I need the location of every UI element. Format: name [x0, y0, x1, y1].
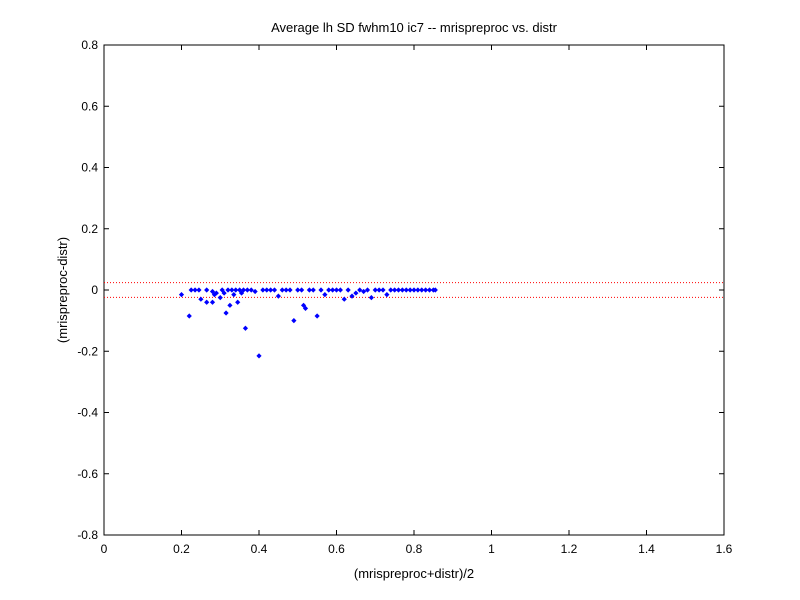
y-tick-label: 0.6	[81, 99, 98, 113]
y-tick-label: -0.6	[77, 467, 98, 481]
data-point	[229, 287, 235, 293]
data-point	[392, 287, 398, 293]
data-point	[287, 287, 293, 293]
data-point	[256, 353, 262, 359]
data-point	[264, 287, 270, 293]
data-point	[337, 287, 343, 293]
data-point	[399, 287, 405, 293]
data-point	[225, 287, 231, 293]
data-point	[233, 287, 239, 293]
data-point	[302, 305, 309, 311]
data-point	[372, 287, 378, 293]
data-point	[330, 287, 336, 293]
data-point	[361, 288, 367, 295]
data-point	[326, 287, 332, 293]
data-point	[341, 296, 347, 302]
reference-lines	[104, 282, 724, 298]
x-axis-ticks: 0 0.2 0.4 0.6 0.8 1 1.2 1.4 1.6	[101, 45, 733, 556]
data-point	[217, 295, 223, 301]
data-point	[349, 293, 355, 299]
data-point	[204, 299, 210, 305]
x-tick-label: 0.8	[406, 542, 423, 556]
data-point	[295, 287, 301, 293]
data-point	[188, 287, 194, 293]
data-point	[204, 287, 210, 293]
x-tick-label: 0.4	[251, 542, 268, 556]
data-point	[299, 287, 305, 293]
data-point	[198, 296, 204, 302]
data-point	[235, 299, 241, 305]
data-point	[240, 287, 247, 293]
data-point	[192, 287, 198, 293]
data-point	[186, 313, 192, 319]
chart-title: Average lh SD fwhm10 ic7 -- mrispreproc …	[271, 20, 558, 35]
data-point	[432, 287, 438, 293]
data-point	[333, 287, 340, 293]
data-point	[364, 287, 371, 293]
x-tick-label: 0	[101, 542, 108, 556]
data-point	[242, 325, 249, 331]
data-point	[248, 287, 254, 293]
data-point	[244, 287, 250, 293]
data-point	[353, 290, 359, 296]
data-point	[423, 287, 429, 293]
x-axis-label: (mrispreproc+distr)/2	[354, 566, 474, 581]
x-tick-label: 0.6	[328, 542, 345, 556]
data-point	[279, 287, 285, 293]
data-point	[415, 287, 421, 293]
data-point	[196, 287, 202, 293]
data-point	[223, 310, 229, 316]
data-point	[380, 287, 386, 293]
data-point	[221, 290, 227, 296]
data-point	[231, 291, 237, 298]
data-point	[252, 288, 258, 295]
data-point	[314, 313, 320, 319]
y-axis-ticks: 0.8 0.6 0.4 0.2 0 -0.2 -0.4 -0.6 -0.8	[77, 38, 724, 542]
data-point	[283, 287, 289, 293]
y-tick-label: 0.4	[81, 161, 98, 175]
data-point	[411, 287, 417, 293]
data-point	[384, 291, 390, 298]
data-point	[260, 287, 266, 293]
data-point	[345, 287, 351, 293]
x-tick-label: 1	[488, 542, 495, 556]
y-tick-label: 0.8	[81, 38, 98, 52]
data-point	[368, 295, 374, 301]
y-tick-label: -0.2	[77, 344, 98, 358]
data-point	[268, 287, 274, 293]
data-point	[388, 287, 394, 293]
data-point	[318, 287, 324, 293]
x-tick-label: 1.2	[561, 542, 578, 556]
data-point	[275, 293, 281, 299]
data-point	[213, 290, 219, 296]
data-point	[291, 318, 297, 324]
y-tick-label: -0.8	[77, 528, 98, 542]
x-tick-label: 1.4	[638, 542, 655, 556]
data-points	[178, 287, 438, 359]
x-tick-label: 0.2	[173, 542, 190, 556]
data-point	[403, 287, 409, 293]
data-point	[419, 287, 425, 293]
data-point	[395, 287, 402, 293]
data-point	[407, 287, 413, 293]
y-tick-label: 0.2	[81, 222, 98, 236]
data-point	[322, 291, 328, 298]
data-point	[227, 302, 233, 308]
data-point	[376, 287, 382, 293]
y-tick-label: -0.4	[77, 406, 98, 420]
y-axis-label: (mrispreproc-distr)	[55, 237, 70, 343]
data-point	[426, 287, 433, 293]
data-point	[310, 287, 316, 293]
data-point	[209, 299, 216, 305]
data-point	[178, 291, 185, 298]
data-point	[271, 287, 278, 293]
x-tick-label: 1.6	[716, 542, 733, 556]
y-tick-label: 0	[91, 283, 98, 297]
data-point	[357, 287, 363, 293]
data-point	[306, 287, 312, 293]
